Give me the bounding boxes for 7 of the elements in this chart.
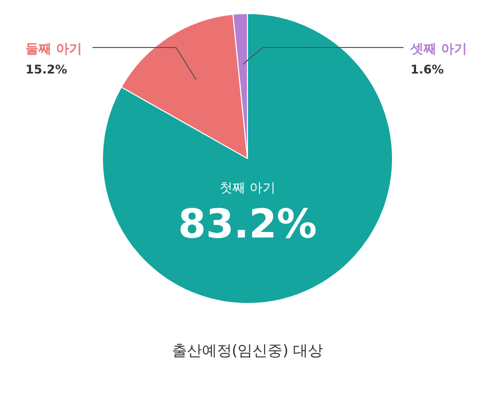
data-label: 83.2% xyxy=(178,202,317,248)
text: 출산예정(임신중) 대상 xyxy=(172,342,324,360)
slice-label: 첫째 아기 xyxy=(219,181,276,196)
slice-label: 둘째 아기 xyxy=(26,42,82,57)
data-label: 15.2% xyxy=(26,62,68,76)
slice-label: 셋째 아기 xyxy=(410,42,468,57)
data-label: 1.6% xyxy=(410,62,444,76)
